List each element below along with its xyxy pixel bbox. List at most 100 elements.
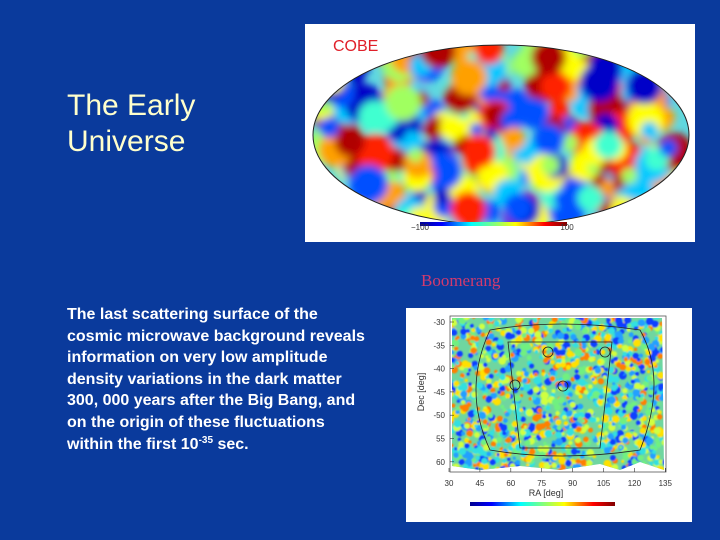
- map-dot: [550, 428, 555, 433]
- map-dot: [652, 450, 657, 455]
- x-tick-label: 135: [659, 479, 673, 488]
- map-dot: [562, 333, 570, 340]
- map-dot: [478, 323, 485, 330]
- map-dot: [604, 439, 608, 444]
- map-dot: [455, 406, 460, 411]
- map-dot: [656, 455, 660, 459]
- map-dot: [549, 375, 556, 382]
- map-dot: [499, 318, 508, 325]
- map-dot: [611, 422, 616, 426]
- map-dot: [510, 430, 516, 437]
- body-unit: sec.: [217, 435, 249, 453]
- scale-min: −100: [411, 223, 430, 232]
- map-dot: [503, 452, 508, 457]
- map-dot: [456, 350, 463, 358]
- map-dot: [488, 430, 495, 436]
- map-dot: [578, 394, 583, 399]
- map-dot: [556, 358, 563, 364]
- map-dot: [568, 427, 574, 433]
- map-dot: [520, 416, 526, 422]
- map-dot: [507, 457, 511, 461]
- map-dot: [455, 361, 460, 365]
- map-dot: [466, 452, 474, 460]
- map-dot: [464, 378, 468, 382]
- map-dot: [545, 458, 550, 463]
- map-dot: [522, 377, 528, 384]
- map-dot: [630, 379, 635, 384]
- map-dot: [566, 396, 570, 400]
- map-dot: [649, 461, 654, 466]
- map-dot: [548, 327, 554, 334]
- map-dot: [578, 416, 583, 420]
- map-dot: [555, 438, 563, 446]
- map-dot: [640, 393, 645, 398]
- map-dot: [460, 328, 467, 335]
- map-dot: [498, 382, 503, 387]
- map-dot: [636, 357, 641, 362]
- x-tick-label: 90: [568, 479, 577, 488]
- map-dot: [584, 384, 589, 388]
- map-dot: [582, 352, 591, 361]
- map-dot: [566, 347, 571, 351]
- map-dot: [583, 389, 589, 395]
- map-dot: [654, 405, 660, 411]
- map-dot: [453, 452, 459, 459]
- map-dot: [616, 320, 624, 329]
- map-dot: [581, 344, 587, 350]
- map-dot: [471, 328, 476, 333]
- map-dot: [619, 363, 627, 371]
- map-dot: [633, 338, 641, 347]
- map-dot: [598, 394, 604, 400]
- map-dot: [581, 419, 585, 423]
- map-dot: [537, 408, 543, 413]
- map-dot: [627, 384, 634, 390]
- map-dot: [468, 382, 472, 387]
- map-dot: [534, 330, 542, 338]
- map-dot: [525, 408, 534, 417]
- map-dot: [515, 318, 523, 323]
- map-dot: [523, 371, 530, 377]
- map-dot: [605, 367, 609, 372]
- map-dot: [471, 458, 476, 463]
- map-dot: [486, 357, 491, 363]
- map-dot: [493, 381, 501, 388]
- map-dot: [591, 330, 597, 335]
- map-dot: [500, 404, 505, 409]
- map-dot: [644, 358, 651, 365]
- map-dot: [618, 424, 622, 428]
- map-blob: [501, 126, 525, 151]
- map-dot: [592, 437, 598, 443]
- map-dot: [528, 448, 536, 455]
- map-dot: [488, 413, 494, 419]
- map-dot: [516, 348, 522, 353]
- map-dot: [504, 411, 510, 417]
- map-dot: [654, 437, 660, 443]
- map-dot: [594, 320, 601, 327]
- map-dot: [522, 367, 527, 372]
- map-dot: [654, 336, 659, 341]
- map-dot: [545, 405, 551, 411]
- map-dot: [612, 376, 620, 383]
- map-blob: [501, 108, 524, 130]
- survey-outline: [475, 323, 655, 457]
- map-dot: [623, 356, 629, 362]
- map-blob: [498, 79, 511, 92]
- y-tick-label: 60: [436, 458, 445, 467]
- map-dot: [638, 353, 644, 358]
- map-dot: [637, 454, 644, 462]
- map-dot: [532, 318, 538, 320]
- map-dot: [458, 459, 465, 466]
- map-dot: [639, 384, 645, 390]
- map-dot: [584, 412, 592, 420]
- map-dot: [560, 351, 565, 356]
- map-dot: [565, 459, 572, 467]
- boomerang-label: Boomerang: [421, 271, 501, 290]
- map-dot: [629, 411, 638, 420]
- map-dot: [603, 459, 612, 468]
- map-dot: [588, 356, 595, 363]
- map-dot: [462, 318, 471, 320]
- map-dot: [464, 437, 470, 444]
- map-dot: [452, 339, 460, 348]
- map-dot: [487, 333, 495, 340]
